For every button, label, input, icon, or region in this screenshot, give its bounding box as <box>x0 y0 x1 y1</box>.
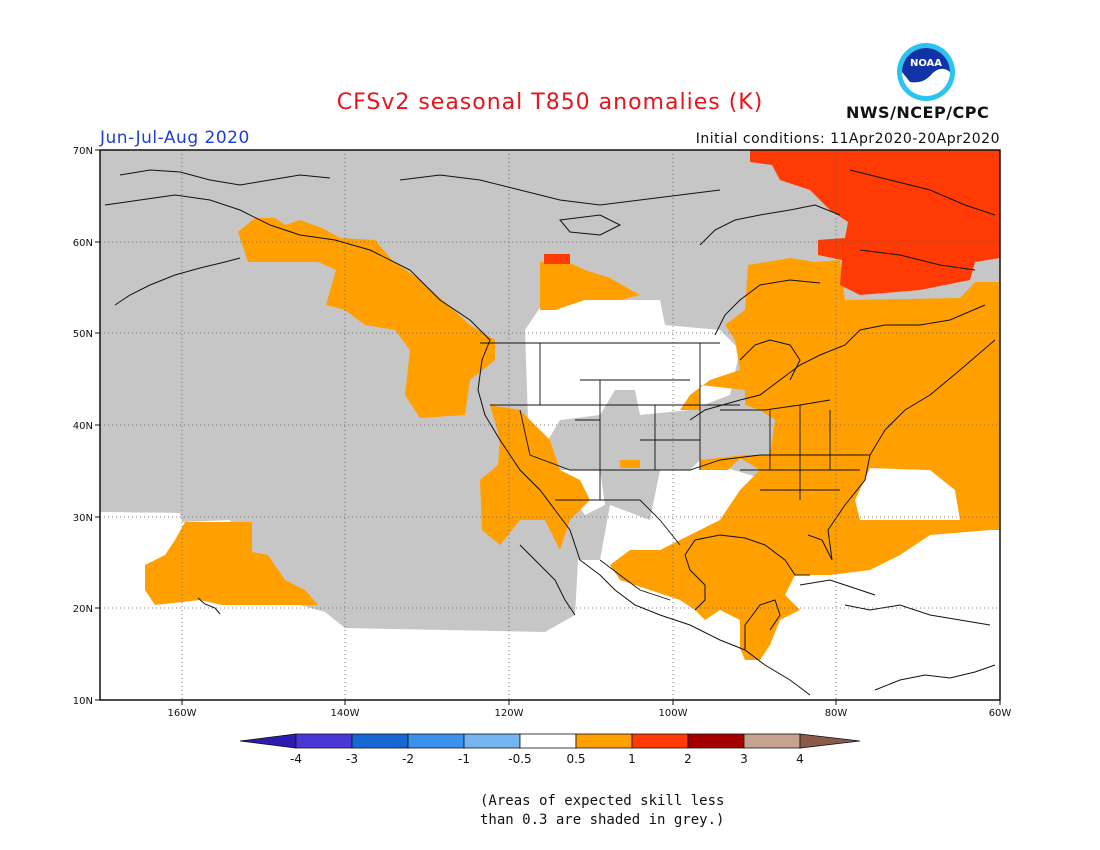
lat-tick-label: 10N <box>73 696 93 707</box>
lon-tick-label: 100W <box>659 708 688 719</box>
colorbar-label: -4 <box>290 752 302 766</box>
lon-tick-label: 160W <box>168 708 197 719</box>
colorbar-arrow-right <box>799 733 861 749</box>
coastlines <box>104 169 996 696</box>
org-label: NWS/NCEP/CPC <box>846 103 990 122</box>
orange-warm-regions <box>145 218 1000 660</box>
colorbar-label: -2 <box>402 752 414 766</box>
logo-text: NOAA <box>910 58 942 69</box>
lat-tick-label: 40N <box>73 421 93 432</box>
colorbar-label: 0.5 <box>566 752 585 766</box>
colorbar-label: 2 <box>684 752 692 766</box>
lon-tick-label: 80W <box>825 708 848 719</box>
colorbar-segment <box>575 733 633 749</box>
colorbar-segment <box>295 733 353 749</box>
noaa-logo-icon: NOAA <box>897 43 955 101</box>
lon-tick-label: 120W <box>495 708 524 719</box>
lat-tick-label: 30N <box>73 513 93 524</box>
colorbar-segment <box>687 733 745 749</box>
colorbar-segment <box>519 733 577 749</box>
colorbar-label: 3 <box>740 752 748 766</box>
season-label: Jun-Jul-Aug 2020 <box>100 128 250 148</box>
colorbar-segment <box>351 733 409 749</box>
footnote-line-1: (Areas of expected skill less <box>480 793 725 809</box>
colorbar-segment <box>407 733 465 749</box>
lat-tick-label: 60N <box>73 238 93 249</box>
initial-conditions-label: Initial conditions: 11Apr2020-20Apr2020 <box>695 131 1000 147</box>
lat-tick-label: 50N <box>73 329 93 340</box>
colorbar-label: -1 <box>458 752 470 766</box>
red-hot-regions <box>544 150 1000 295</box>
lat-tick-label: 70N <box>73 146 93 157</box>
tick-marks <box>95 149 1001 705</box>
colorbar-segment <box>463 733 521 749</box>
lon-tick-label: 140W <box>331 708 360 719</box>
colorbar-segment <box>743 733 801 749</box>
colorbar-label: -3 <box>346 752 358 766</box>
colorbar-label: 1 <box>628 752 636 766</box>
colorbar-arrow-left <box>239 733 297 749</box>
lon-tick-label: 60W <box>989 708 1012 719</box>
footnote-line-2: than 0.3 are shaded in grey.) <box>480 812 725 828</box>
colorbar-label: 4 <box>796 752 804 766</box>
political-borders <box>480 342 870 601</box>
lat-tick-label: 20N <box>73 604 93 615</box>
colorbar-segment <box>631 733 689 749</box>
chart-title: CFSv2 seasonal T850 anomalies (K) <box>336 90 764 115</box>
colorbar-label: -0.5 <box>508 752 531 766</box>
